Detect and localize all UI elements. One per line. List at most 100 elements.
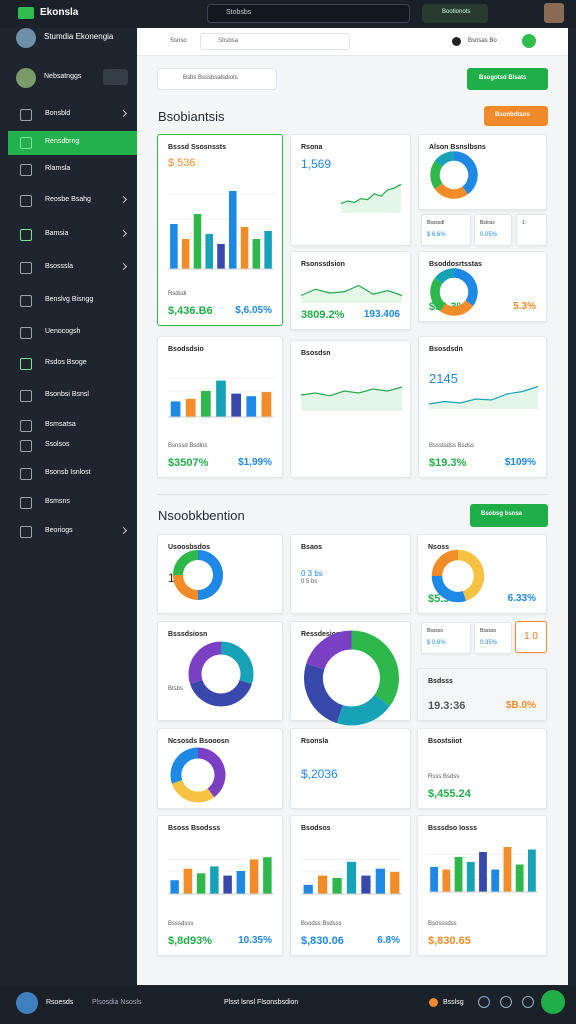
toolbar-tab[interactable]: Ssnso (170, 38, 187, 44)
donut-segment (188, 641, 222, 685)
mini-chart (300, 386, 403, 411)
card-stat: $B.0% (505, 700, 536, 711)
menu-item[interactable]: Bsosssla (45, 263, 74, 270)
bar (390, 871, 400, 894)
line (428, 385, 539, 405)
bar (303, 884, 313, 894)
chat-button[interactable] (541, 990, 565, 1014)
avatar (16, 28, 36, 48)
menu-item[interactable]: Bsmsatsa (45, 421, 76, 428)
card-title: Bsoddosrtsstas (429, 261, 482, 268)
bar (196, 873, 206, 894)
card: Rsonsla $,2036 (290, 728, 411, 809)
menu-item[interactable]: Bsonbsi Bsnsl (45, 391, 89, 398)
card-title: Bsoss Bsodsss (168, 825, 221, 832)
search-input[interactable] (157, 68, 277, 90)
mini-chart (430, 151, 478, 199)
primary-button[interactable] (467, 68, 548, 90)
card-title: Bsssso (480, 628, 497, 634)
bar (240, 227, 249, 269)
card: Bsaos 0 3 bs 0 5 bs (290, 534, 411, 614)
card-stat: 193.406 (363, 309, 400, 320)
card-stat: 5.3% (513, 301, 536, 312)
menu-item[interactable]: Uenocogsh (45, 328, 81, 335)
menu-icon (20, 420, 32, 432)
menu-item[interactable]: Reosbe Bsahg (45, 196, 91, 203)
menu-item[interactable]: Rensdbrng (45, 138, 80, 145)
section-button[interactable] (470, 504, 548, 527)
user-name: Stumdia Ekonengia (44, 32, 114, 41)
card: Bsosdsn (290, 340, 411, 478)
menu-icon (20, 229, 32, 241)
donut-segment (336, 694, 390, 726)
card-title: Ressdesion (301, 631, 341, 638)
card-title: Bsloss (480, 220, 495, 226)
bottom-badge[interactable]: Bsslsg (443, 999, 464, 1006)
menu-icon (20, 497, 32, 509)
avatar (16, 68, 36, 88)
bar (261, 392, 272, 417)
card: Rsonssdsion 3809.2% 193.406 (290, 251, 411, 330)
team-button[interactable] (103, 69, 128, 85)
menu-icon (20, 109, 32, 121)
card-label: 0 5 bs (301, 579, 318, 585)
menu-icon (20, 526, 32, 538)
bar (205, 234, 213, 269)
card-title: Bsostsiiot (428, 738, 462, 745)
menu-icon (20, 137, 32, 149)
mini-chart (300, 284, 403, 303)
line (340, 183, 402, 204)
icon-button[interactable] (500, 996, 512, 1008)
team-name: Nebsatnggs (44, 73, 82, 80)
mini-chart (430, 268, 478, 316)
card: Ncsosds Bsooosn (157, 728, 283, 809)
toolbar-search[interactable] (200, 33, 350, 50)
card: Bsssdso Iosss Bsosssdss $,830.65 (417, 815, 547, 956)
icon-button[interactable] (478, 996, 490, 1008)
donut-segment (304, 663, 344, 724)
menu-item[interactable]: Beoriogs (45, 527, 73, 534)
toolbar (137, 28, 568, 56)
avatar (16, 992, 38, 1014)
donut-segment (171, 779, 215, 803)
status-pill[interactable] (422, 4, 488, 23)
menu-item[interactable]: Benslvg Bisngg (45, 296, 94, 303)
menu-item[interactable]: Ssolsos (45, 441, 70, 448)
mini-chart (173, 550, 223, 600)
donut-segment (197, 550, 223, 600)
bar (193, 214, 202, 269)
bar (249, 859, 259, 894)
bottom-link[interactable]: Plsosdia Nsosls (92, 999, 142, 1006)
card-stat: $3507% (168, 457, 209, 469)
card-title: 1 0 (524, 631, 538, 642)
menu-item[interactable]: Bsmsns (45, 498, 70, 505)
mini-chart (168, 191, 274, 270)
card: Bsssso 0.35% (474, 622, 512, 654)
search-box[interactable] (207, 4, 410, 23)
sidebar (0, 28, 137, 985)
mini-chart (304, 630, 399, 726)
menu-icon (20, 164, 32, 176)
divider (157, 494, 548, 495)
donut-segment (457, 549, 485, 601)
menu-item[interactable]: Bsonsb Isnlost (45, 469, 91, 476)
card: Bsloss 0.05% (474, 214, 512, 246)
section-title: Bsobiantsis (158, 109, 225, 124)
icon-button[interactable] (522, 996, 534, 1008)
menu-item[interactable]: Rsdos Bsoge (45, 359, 87, 366)
menu-item[interactable]: Bamsia (45, 230, 69, 237)
donut-segment (190, 679, 252, 707)
active-item (8, 131, 137, 155)
section-button[interactable] (484, 106, 548, 126)
mini-chart (168, 377, 274, 418)
donut-segment (431, 549, 459, 577)
menu-icon (20, 468, 32, 480)
bottom-text: Plsst lsnsl Flsonsbsdion (224, 999, 299, 1006)
menu-item[interactable]: Rlamsla (45, 165, 71, 172)
menu-item[interactable]: Bonsbld (45, 110, 71, 117)
toolbar-label: Bsnsas Bo (468, 38, 497, 44)
card-title: Bsosdsdn (429, 346, 463, 353)
mini-chart (431, 549, 485, 603)
green-circle[interactable] (522, 34, 536, 48)
mini-chart (168, 857, 274, 895)
